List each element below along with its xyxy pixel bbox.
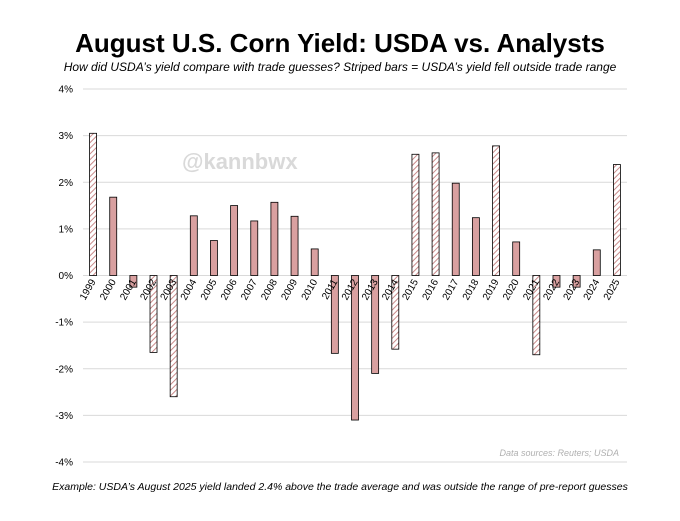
x-tick-label: 2010 [300, 277, 321, 302]
chart-subtitle: How did USDA’s yield compare with trade … [63, 60, 617, 74]
x-tick-label: 2000 [98, 277, 119, 302]
x-tick-label: 2016 [421, 277, 442, 302]
y-tick-label: 1% [59, 224, 74, 235]
y-tick-label: -2% [55, 364, 73, 375]
chart-title: August U.S. Corn Yield: USDA vs. Analyst… [75, 28, 605, 58]
x-tick-label: 2018 [461, 277, 482, 302]
bar-2020 [512, 241, 521, 276]
footnote: Example: USDA’s August 2025 yield landed… [52, 481, 628, 493]
bar-2015 [411, 153, 420, 276]
bar-2013 [371, 275, 380, 374]
bar-2025 [613, 164, 621, 276]
x-tick-label: 2007 [239, 277, 260, 302]
bar-2007 [250, 220, 259, 276]
bar-2008 [270, 201, 279, 276]
bar-2012 [351, 275, 359, 421]
y-tick-label: 2% [59, 178, 74, 189]
x-tick-label: 2017 [441, 277, 462, 302]
bar-2001 [129, 275, 138, 288]
bar-2004 [189, 215, 198, 276]
x-tick-label: 2006 [219, 277, 240, 302]
x-tick-label: 2004 [179, 277, 200, 302]
bar-2003 [169, 275, 178, 398]
y-tick-label: 0% [59, 271, 74, 282]
x-tick-label: 2005 [199, 277, 220, 302]
x-tick-label: 2024 [582, 277, 603, 302]
bar-2000 [109, 196, 118, 276]
bar-2021 [532, 275, 541, 356]
bar-2023 [572, 275, 581, 288]
y-tick-label: 4% [59, 85, 74, 96]
bar-2017 [451, 182, 460, 276]
bar-2009 [290, 215, 299, 276]
x-tick-label: 2019 [481, 277, 502, 302]
bars [89, 132, 621, 421]
y-tick-label: -3% [55, 411, 73, 422]
bar-2019 [492, 145, 500, 276]
bar-2024 [592, 249, 601, 276]
y-tick-label: 3% [59, 131, 74, 142]
x-tick-label: 2020 [501, 277, 522, 302]
x-tick-label: 1999 [78, 277, 99, 302]
data-source-note: Data sources: Reuters; USDA [499, 448, 619, 458]
bar-1999 [89, 132, 97, 276]
watermark: @kannbwx [182, 149, 298, 174]
bar-2014 [391, 275, 400, 350]
bar-2002 [149, 275, 158, 353]
x-tick-label: 2025 [602, 277, 623, 302]
x-axis: 1999 2000 2001 2002 2003 2004 2005 2006 2007 2008… [78, 277, 623, 302]
x-tick-label: 2015 [400, 277, 421, 302]
x-tick-label: 2009 [280, 277, 301, 302]
bar-2016 [431, 152, 440, 276]
bar-2022 [552, 275, 561, 288]
bar-2010 [310, 248, 319, 276]
y-tick-label: -1% [55, 318, 73, 329]
x-tick-label: 2008 [259, 277, 280, 302]
y-tick-label: -4% [55, 458, 73, 469]
bar-2018 [471, 217, 480, 276]
bar-chart: 4% 3% 2% 1% 0% -1% -2% -3% -4% @kannbwx 1999 2000… [55, 85, 627, 469]
bar-2011 [330, 275, 339, 354]
bar-2006 [230, 205, 239, 276]
bar-2005 [210, 240, 218, 276]
y-axis: 4% 3% 2% 1% 0% -1% -2% -3% -4% [55, 85, 73, 469]
